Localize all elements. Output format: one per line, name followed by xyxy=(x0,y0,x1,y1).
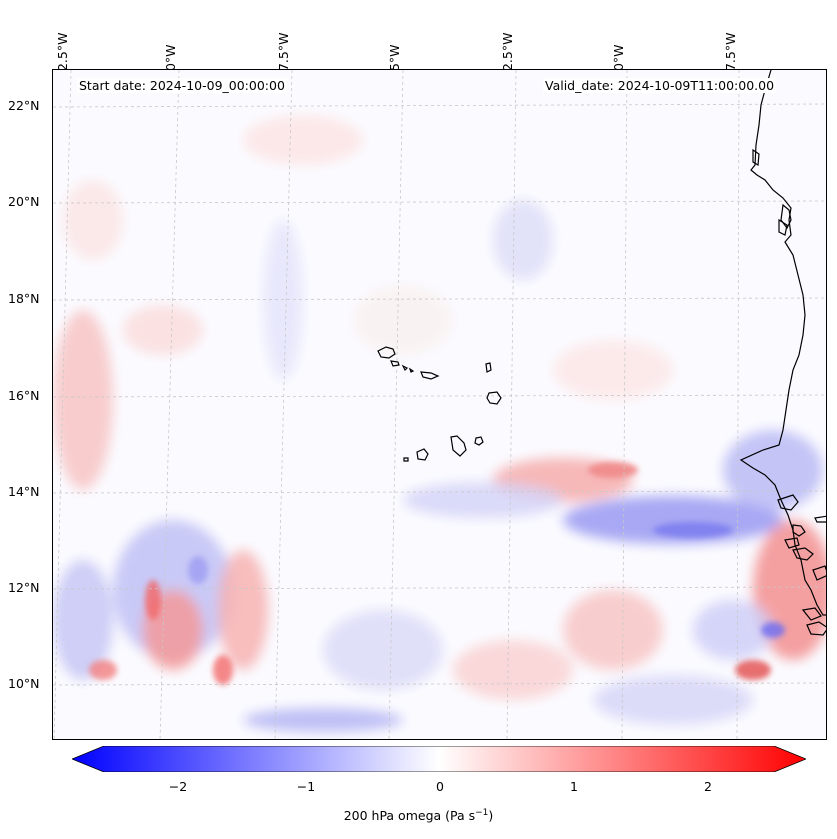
cabo-verde-islands xyxy=(377,346,502,462)
colorbar-label-close: ) xyxy=(488,808,494,824)
lat-label-14n: 14°N xyxy=(8,484,40,499)
lat-label-18n: 18°N xyxy=(8,291,40,306)
colorbar-tick-neg1: −1 xyxy=(296,779,316,794)
colorbar-tick-1: 1 xyxy=(570,779,578,794)
colorbar xyxy=(72,746,806,772)
graticule xyxy=(53,70,826,739)
lat-label-10n: 10°N xyxy=(8,676,40,691)
colorbar-label: 200 hPa omega (Pa s−1) xyxy=(0,808,837,823)
omega-field-broad xyxy=(53,115,826,732)
omega-field-detail xyxy=(89,462,785,685)
lat-label-16n: 16°N xyxy=(8,388,40,403)
colorbar-tick-neg2: −2 xyxy=(168,779,188,794)
colorbar-label-exp: −1 xyxy=(475,808,489,818)
west-africa-coastline xyxy=(739,70,826,636)
colorbar-label-text: 200 hPa omega (Pa s xyxy=(343,808,476,824)
lat-label-12n: 12°N xyxy=(8,580,40,595)
map-panel[interactable]: Start date: 2024-10-09_00:00:00 Valid_da… xyxy=(52,69,827,740)
start-date-label: Start date: 2024-10-09_00:00:00 xyxy=(77,78,287,93)
colorbar-gradient xyxy=(72,746,806,772)
lat-label-22n: 22°N xyxy=(8,98,40,113)
colorbar-tick-2: 2 xyxy=(704,779,712,794)
colorbar-tick-0: 0 xyxy=(436,779,444,794)
omega-field-map xyxy=(53,70,826,739)
lat-label-20n: 20°N xyxy=(8,194,40,209)
valid-date-label: Valid_date: 2024-10-09T11:00:00.00 xyxy=(543,78,777,93)
